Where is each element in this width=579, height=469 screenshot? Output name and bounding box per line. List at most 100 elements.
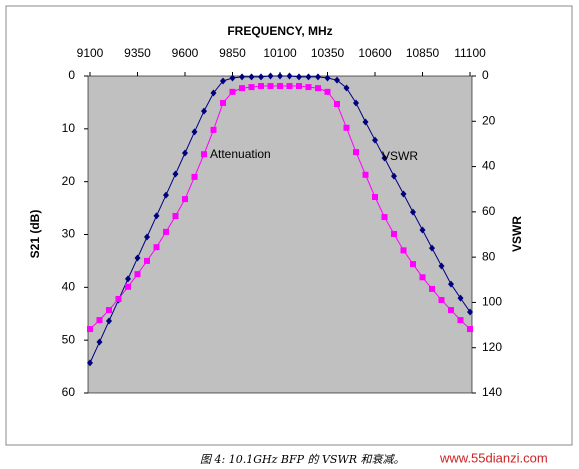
point (372, 136, 378, 144)
point (87, 326, 93, 333)
point (210, 126, 217, 133)
point (248, 73, 255, 81)
x-tick-label: 9100 (77, 46, 104, 60)
y-tick-label: 50 (62, 332, 76, 346)
point (277, 72, 283, 80)
point (343, 124, 350, 131)
point (362, 171, 369, 178)
point (296, 83, 302, 90)
point (115, 295, 122, 302)
point (182, 149, 188, 157)
y2-axis-title: VSWR (510, 216, 524, 252)
point (372, 193, 378, 200)
x-tick-label: 9600 (172, 46, 199, 60)
y2-tick-label: 120 (482, 340, 502, 354)
point (172, 213, 179, 220)
point (106, 317, 112, 325)
point (191, 173, 198, 180)
point (96, 338, 103, 346)
point (400, 247, 407, 254)
y2-tick-label: 140 (482, 385, 502, 399)
point (153, 212, 160, 220)
point (210, 89, 217, 97)
point (182, 196, 188, 203)
point (172, 170, 179, 178)
y-tick-label: 20 (62, 174, 76, 188)
point (410, 208, 416, 216)
point (315, 85, 321, 92)
point (400, 190, 407, 198)
point (229, 88, 236, 95)
x-tick-label: 11100 (454, 46, 486, 60)
point (419, 226, 426, 234)
point (391, 230, 397, 237)
x-tick-label: 9850 (219, 46, 246, 60)
point (267, 83, 274, 90)
point (381, 214, 388, 221)
y-axis-title: S21 (dB) (28, 210, 42, 259)
point (153, 244, 160, 251)
point (429, 244, 435, 252)
point (448, 307, 454, 314)
y-tick-label: 60 (62, 385, 76, 399)
point (239, 73, 245, 81)
point (286, 83, 293, 90)
point (457, 317, 464, 324)
point (267, 72, 274, 80)
point (229, 74, 236, 82)
y2-tick-label: 80 (482, 249, 496, 263)
y2-tick-label: 100 (482, 295, 502, 309)
point (353, 99, 359, 107)
x-tick-label: 10350 (311, 46, 345, 60)
x-tick-label: 9350 (124, 46, 151, 60)
point (125, 275, 131, 283)
point (163, 191, 169, 199)
point (125, 283, 131, 290)
y-tick-label: 40 (62, 280, 76, 294)
point (334, 101, 340, 108)
y2-tick-label: 0 (482, 68, 489, 82)
point (438, 262, 445, 270)
y-tick-label: 10 (62, 121, 76, 135)
x-tick-label: 10100 (263, 46, 297, 60)
point (163, 228, 169, 235)
point (448, 280, 454, 288)
point (144, 257, 150, 264)
point (286, 72, 293, 80)
point (334, 76, 340, 84)
point (87, 359, 93, 367)
point (248, 84, 255, 91)
series-annotation: Attenuation (210, 147, 271, 161)
point (315, 73, 321, 81)
point (391, 172, 397, 180)
point (239, 85, 245, 92)
point (258, 73, 264, 81)
point (258, 83, 264, 90)
point (220, 99, 226, 106)
point (419, 274, 426, 281)
point (201, 107, 207, 115)
point (438, 297, 445, 304)
point (305, 84, 312, 91)
point (106, 307, 112, 314)
x-tick-label: 10850 (406, 46, 440, 60)
point (381, 154, 388, 162)
point (343, 84, 350, 92)
plot-area (87, 75, 473, 394)
y-tick-label: 0 (68, 68, 75, 82)
point (324, 74, 331, 82)
watermark: www.55dianzi.com (439, 450, 548, 465)
point (353, 149, 359, 156)
point (429, 285, 435, 292)
point (467, 326, 473, 333)
x-tick-label: 10600 (358, 46, 392, 60)
y2-tick-label: 60 (482, 204, 496, 218)
point (305, 73, 312, 81)
y2-tick-label: 40 (482, 159, 496, 173)
point (134, 271, 141, 278)
series-annotation: VSWR (382, 149, 418, 163)
point (96, 317, 103, 324)
point (201, 151, 207, 158)
y-tick-label: 30 (62, 227, 76, 241)
